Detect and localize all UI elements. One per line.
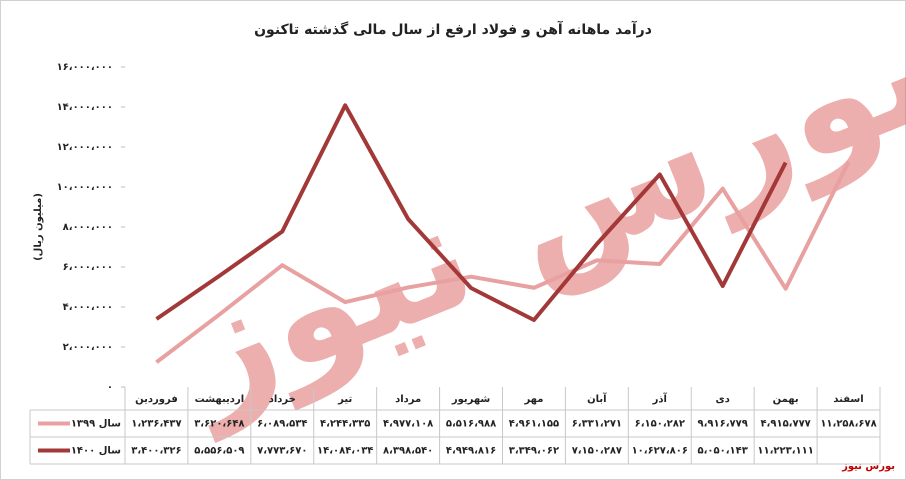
x-tick-label: بهمن: [773, 394, 799, 405]
table-cell: ۱۰،۶۲۷،۸۰۶: [632, 446, 688, 457]
x-tick-label: تیر: [337, 394, 352, 405]
table-cell: ۳،۴۰۰،۳۲۶: [131, 446, 181, 457]
series-line: [155, 103, 788, 323]
table-cell: ۴،۹۴۹،۸۱۶: [446, 446, 496, 457]
table-cell: ۶،۳۳۱،۲۷۱: [572, 419, 622, 430]
table-cell: ۱۴،۰۸۴،۰۳۴: [317, 446, 373, 457]
table-cell: ۱۱،۲۵۸،۶۷۸: [820, 419, 876, 430]
table-cell: ۴،۲۴۴،۳۳۵: [320, 419, 370, 430]
legend-label: سال ۱۴۰۰: [71, 446, 121, 457]
y-tick-label: ۱۰،۰۰۰،۰۰۰: [57, 182, 113, 193]
x-tick-label: اردیبهشت: [195, 394, 245, 405]
chart-title: درآمد ماهانه آهن و فولاد ارفع از سال مال…: [254, 20, 652, 38]
x-tick-label: آذر: [652, 392, 668, 405]
table-cell: ۶،۰۸۹،۵۳۴: [257, 419, 307, 430]
x-tick-label: شهریور: [451, 394, 491, 405]
x-tick-label: مرداد: [395, 394, 421, 405]
source: بورس نیوز: [841, 461, 895, 472]
table-cell: ۴،۹۷۷،۱۰۸: [383, 419, 433, 430]
table-cell: ۴،۹۱۵،۷۷۷: [760, 419, 810, 430]
table-cell: ۵،۵۱۶،۹۸۸: [446, 419, 496, 430]
x-tick-label: خرداد: [269, 394, 296, 405]
table-cell: ۴،۹۶۱،۱۵۵: [509, 419, 559, 430]
table-cell: ۶،۱۵۰،۲۸۲: [635, 419, 685, 430]
y-axis-label: (میلیون ریال): [33, 193, 44, 261]
y-tick-label: ۱۶،۰۰۰،۰۰۰: [57, 62, 113, 73]
y-tick-label: ۱۴،۰۰۰،۰۰۰: [57, 102, 113, 113]
y-tick-label: ۴،۰۰۰،۰۰۰: [63, 302, 113, 313]
table-cell: ۷،۱۵۰،۲۸۷: [572, 446, 622, 457]
y-tick-label: ۲،۰۰۰،۰۰۰: [63, 342, 113, 353]
table-cell: ۳،۳۴۹،۰۶۲: [509, 446, 559, 457]
y-tick-label: ۸،۰۰۰،۰۰۰: [63, 222, 113, 233]
x-tick-label: فروردین: [135, 394, 178, 405]
series-line: [155, 160, 851, 364]
table-cell: ۱،۲۳۶،۴۳۷: [131, 419, 181, 430]
table-cell: ۸،۳۹۸،۵۴۰: [383, 446, 433, 457]
table-cell: ۱۱،۲۲۳،۱۱۱: [757, 446, 813, 457]
x-tick-label: آبان: [587, 392, 607, 405]
y-tick-label: ۱۲،۰۰۰،۰۰۰: [57, 142, 113, 153]
table-cell: ۹،۹۱۶،۷۷۹: [698, 419, 748, 430]
x-tick-label: دی: [716, 394, 730, 405]
table-cell: ۳،۶۲۰،۶۴۸: [194, 419, 244, 430]
legend-label: سال ۱۳۹۹: [71, 419, 121, 430]
table-cell: ۵،۵۵۶،۵۰۹: [194, 446, 244, 457]
x-tick-label: اسفند: [833, 394, 863, 405]
table-cell: ۵،۰۵۰،۱۴۳: [698, 446, 748, 457]
x-tick-label: مهر: [523, 394, 543, 405]
table-cell: ۷،۷۷۳،۶۷۰: [257, 446, 307, 457]
y-tick-label: ۰: [107, 382, 113, 393]
y-tick-label: ۶،۰۰۰،۰۰۰: [63, 262, 113, 273]
